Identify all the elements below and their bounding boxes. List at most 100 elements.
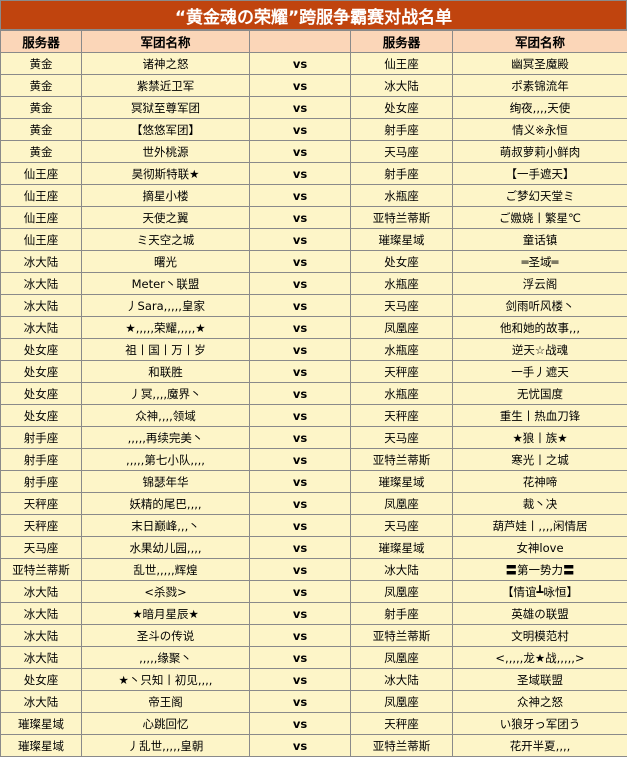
server-left: 处女座 <box>0 382 82 405</box>
vs-label: vs <box>249 734 351 757</box>
header-server-right: 服务器 <box>350 30 453 53</box>
server-right: 璀璨星域 <box>350 228 453 251</box>
legion-left: 锦瑟年华 <box>81 470 250 493</box>
server-right: 水瓶座 <box>350 382 453 405</box>
server-left: 冰大陆 <box>0 294 82 317</box>
server-right: 亚特兰蒂斯 <box>350 624 453 647</box>
legion-right: <,,,,,龙★战,,,,,> <box>452 646 627 669</box>
vs-label: vs <box>249 602 351 625</box>
vs-label: vs <box>249 492 351 515</box>
server-right: 凤凰座 <box>350 316 453 339</box>
legion-right: 英雄の联盟 <box>452 602 627 625</box>
table-row: 射手座 锦瑟年华 vs 璀璨星域 花神啼 <box>0 470 627 493</box>
legion-right: 寒光丨之城 <box>452 448 627 471</box>
server-right: 射手座 <box>350 602 453 625</box>
legion-left: 曙光 <box>81 250 250 273</box>
legion-left: 丿冥,,,,魔界丶 <box>81 382 250 405</box>
legion-left: ,,,,,第七小队,,,, <box>81 448 250 471</box>
server-left: 冰大陆 <box>0 646 82 669</box>
legion-left: 天使之翼 <box>81 206 250 229</box>
server-left: 处女座 <box>0 360 82 383</box>
legion-left: ミ天空之城 <box>81 228 250 251</box>
server-left: 冰大陆 <box>0 690 82 713</box>
table-row: 冰大陆 Meter丶联盟 vs 水瓶座 浮云阁 <box>0 272 627 295</box>
legion-left: 诸神之怒 <box>81 52 250 75</box>
legion-left: 丿Sara,,,,,皇家 <box>81 294 250 317</box>
table-row: 处女座 ★丶只知丨初见,,,, vs 冰大陆 圣域联盟 <box>0 668 627 691</box>
table-row: 冰大陆 <杀戮> vs 凤凰座 【情谊┻咏恒】 <box>0 580 627 603</box>
legion-right: 花开半夏,,,, <box>452 734 627 757</box>
server-left: 黄金 <box>0 96 82 119</box>
server-left: 处女座 <box>0 338 82 361</box>
legion-left: ★暗月星辰★ <box>81 602 250 625</box>
roster-title: “黄金魂の荣耀”跨服争霸赛对战名单 <box>0 0 627 30</box>
legion-left: ,,,,,缘聚丶 <box>81 646 250 669</box>
table-row: 黄金 冥狱至尊军团 vs 处女座 绚夜,,,,天使 <box>0 96 627 119</box>
legion-left: 丿乱世,,,,,皇朝 <box>81 734 250 757</box>
table-row: 冰大陆 帝王阁 vs 凤凰座 众神之怒 <box>0 690 627 713</box>
server-right: 天秤座 <box>350 360 453 383</box>
vs-label: vs <box>249 316 351 339</box>
table-row: 仙王座 昊彻斯特联★ vs 射手座 【一手遮天】 <box>0 162 627 185</box>
vs-label: vs <box>249 690 351 713</box>
vs-label: vs <box>249 668 351 691</box>
vs-label: vs <box>249 206 351 229</box>
vs-label: vs <box>249 74 351 97</box>
server-left: 黄金 <box>0 52 82 75</box>
vs-label: vs <box>249 96 351 119</box>
server-right: 射手座 <box>350 118 453 141</box>
server-right: 水瓶座 <box>350 338 453 361</box>
vs-label: vs <box>249 382 351 405</box>
legion-right: 童话镇 <box>452 228 627 251</box>
legion-right: 绚夜,,,,天使 <box>452 96 627 119</box>
server-right: 仙王座 <box>350 52 453 75</box>
server-right: 冰大陆 <box>350 74 453 97</box>
server-left: 仙王座 <box>0 184 82 207</box>
server-right: 亚特兰蒂斯 <box>350 448 453 471</box>
vs-label: vs <box>249 338 351 361</box>
legion-right: 【情谊┻咏恒】 <box>452 580 627 603</box>
vs-label: vs <box>249 360 351 383</box>
legion-right: 圣域联盟 <box>452 668 627 691</box>
server-right: 水瓶座 <box>350 184 453 207</box>
legion-left: 【悠悠军团】 <box>81 118 250 141</box>
legion-left: 末日巅峰,,,丶 <box>81 514 250 537</box>
server-right: 天秤座 <box>350 404 453 427</box>
server-right: 天马座 <box>350 514 453 537</box>
server-left: 璀璨星域 <box>0 712 82 735</box>
server-right: 处女座 <box>350 96 453 119</box>
vs-label: vs <box>249 162 351 185</box>
legion-right: 女神love <box>452 536 627 559</box>
legion-right: い狼牙っ军团う <box>452 712 627 735</box>
header-vs <box>249 30 351 53</box>
legion-right: 〓第一势力〓 <box>452 558 627 581</box>
table-row: 仙王座 ミ天空之城 vs 璀璨星域 童话镇 <box>0 228 627 251</box>
legion-left: ★,,,,,荣耀,,,,,★ <box>81 316 250 339</box>
matchup-rows: 黄金 诸神之怒 vs 仙王座 幽冥圣魔殿 黄金 紫禁近卫军 vs 冰大陆 ポ素锦流年 黄金 冥狱至尊军… <box>0 52 627 757</box>
legion-right: 花神啼 <box>452 470 627 493</box>
legion-right: 裁丶决 <box>452 492 627 515</box>
vs-label: vs <box>249 470 351 493</box>
table-row: 天秤座 末日巅峰,,,丶 vs 天马座 葫芦娃丨,,,,闲情居 <box>0 514 627 537</box>
vs-label: vs <box>249 118 351 141</box>
legion-right: ═圣域═ <box>452 250 627 273</box>
legion-right: ご嫐娆丨繁星℃ <box>452 206 627 229</box>
vs-label: vs <box>249 52 351 75</box>
vs-label: vs <box>249 580 351 603</box>
server-left: 亚特兰蒂斯 <box>0 558 82 581</box>
server-left: 仙王座 <box>0 228 82 251</box>
legion-right: 萌叔萝莉小鲜肉 <box>452 140 627 163</box>
legion-left: ★丶只知丨初见,,,, <box>81 668 250 691</box>
table-row: 处女座 祖丨国丨万丨岁 vs 水瓶座 逆天☆战魂 <box>0 338 627 361</box>
server-left: 处女座 <box>0 668 82 691</box>
legion-right: 葫芦娃丨,,,,闲情居 <box>452 514 627 537</box>
vs-label: vs <box>249 272 351 295</box>
legion-right: ★狼丨族★ <box>452 426 627 449</box>
server-right: 处女座 <box>350 250 453 273</box>
vs-label: vs <box>249 646 351 669</box>
server-left: 冰大陆 <box>0 624 82 647</box>
table-row: 天秤座 妖精的尾巴,,,, vs 凤凰座 裁丶决 <box>0 492 627 515</box>
server-right: 天马座 <box>350 426 453 449</box>
legion-left: 众神,,,,领域 <box>81 404 250 427</box>
vs-label: vs <box>249 426 351 449</box>
